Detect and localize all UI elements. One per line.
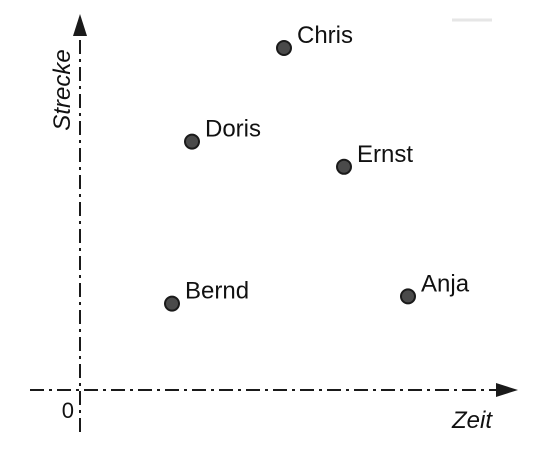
point-label-ernst: Ernst (357, 141, 413, 168)
point-label-anja: Anja (421, 270, 470, 297)
point-label-chris: Chris (297, 22, 353, 49)
data-point-anja (400, 288, 416, 305)
points-layer: Chris Doris Ernst Anja Bernd (164, 22, 470, 312)
x-axis-arrow (496, 383, 518, 397)
data-point-chris (276, 40, 292, 56)
point-label-doris: Doris (205, 116, 261, 143)
origin-label: 0 (62, 398, 74, 423)
data-point-doris (184, 133, 200, 150)
point-label-bernd: Bernd (185, 278, 249, 305)
data-point-ernst (336, 158, 352, 175)
y-axis-arrow (73, 14, 87, 36)
data-point-bernd (164, 295, 180, 312)
x-axis-title: Zeit (451, 407, 493, 434)
y-axis-title: Strecke (49, 49, 76, 130)
